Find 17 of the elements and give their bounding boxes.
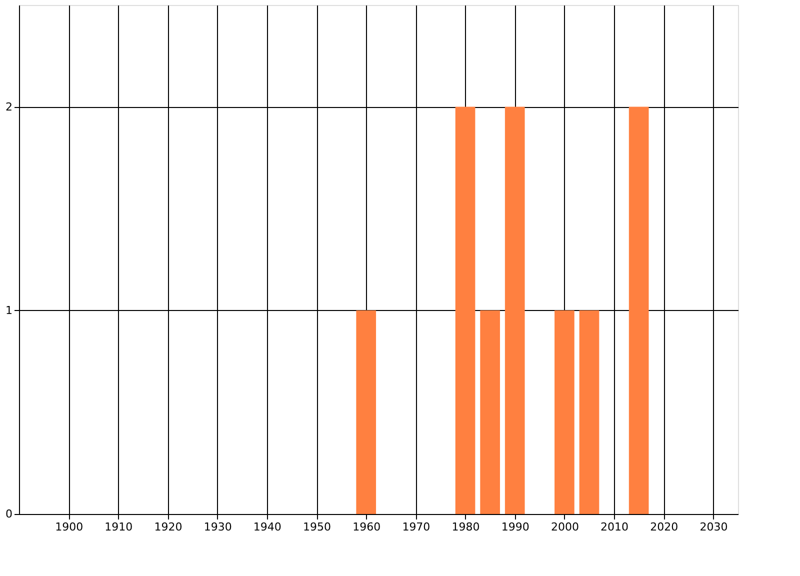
x-tick-label: 2020 [650, 520, 678, 534]
x-tick-label: 2000 [550, 520, 579, 534]
x-tick-label: 1910 [104, 520, 133, 534]
x-tick-label: 1940 [253, 520, 282, 534]
y-tick-label: 0 [6, 508, 12, 520]
y-tick-label: 1 [6, 304, 12, 317]
x-tick-label: 2010 [600, 520, 629, 534]
x-tick-label: 1930 [204, 520, 232, 534]
x-tick-label: 2030 [700, 520, 728, 534]
x-tick-label: 1950 [303, 520, 332, 534]
y-tick-label: 2 [6, 100, 12, 114]
x-tick-label: 1900 [55, 520, 84, 534]
x-tick-label: 1960 [352, 520, 381, 534]
x-tick-label: 1970 [402, 520, 430, 534]
x-tick-label: 1980 [452, 520, 480, 534]
x-tick-label: 1920 [154, 520, 182, 534]
x-tick-label: 1990 [501, 520, 530, 534]
